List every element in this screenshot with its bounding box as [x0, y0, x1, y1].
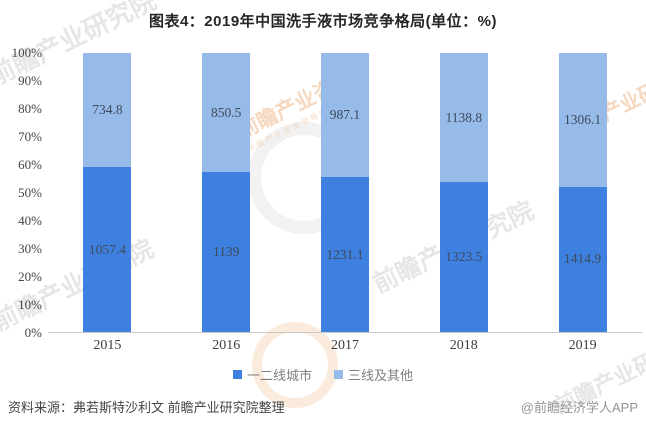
y-tick-label: 20% [18, 269, 42, 284]
x-axis: 2015 2016 2017 2018 2019 [48, 338, 642, 354]
segment-一二线城市: 1323.5 [439, 182, 488, 332]
segment-三线及其他: 734.8 [83, 53, 132, 168]
segment-一二线城市: 1231.1 [320, 177, 369, 332]
stacked-bar-2018: 1138.8 1323.5 [439, 53, 488, 332]
x-tick-label: 2019 [568, 338, 597, 353]
bar-slot: 987.1 1231.1 [286, 53, 405, 332]
y-tick-label: 60% [18, 157, 42, 172]
chart-title: 图表4：2019年中国洗手液市场竞争格局(单位：%) [148, 13, 498, 30]
legend: 一二线城市 三线及其他 [0, 365, 646, 384]
y-tick-label: 0% [24, 325, 42, 340]
segment-value-label: 1306.1 [564, 111, 602, 127]
legend-marker-icon [232, 370, 242, 379]
segment-value-label: 850.5 [211, 104, 242, 120]
segment-value-label: 1414.9 [564, 251, 602, 267]
x-tick-label: 2016 [212, 338, 241, 353]
y-tick-label: 90% [18, 73, 42, 88]
bar-slot: 734.8 1057.4 [48, 53, 167, 332]
bar-slot: 850.5 1139 [167, 53, 286, 332]
segment-value-label: 1057.4 [88, 241, 126, 257]
y-axis: 100% 90% 80% 70% 60% 50% 40% 30% 20% 10% 0% [0, 45, 42, 340]
y-tick-label: 100% [11, 45, 42, 60]
legend-label: 一二线城市 [246, 368, 312, 383]
stacked-bar-2016: 850.5 1139 [202, 53, 251, 332]
bar-slot: 1306.1 1414.9 [523, 53, 642, 332]
segment-三线及其他: 1306.1 [558, 53, 607, 187]
stacked-bar-2017: 987.1 1231.1 [320, 53, 369, 332]
segment-value-label: 734.8 [92, 102, 123, 118]
segment-一二线城市: 1139 [202, 172, 251, 332]
segment-value-label: 1138.8 [445, 109, 483, 125]
legend-label: 三线及其他 [348, 368, 414, 383]
y-tick-label: 50% [18, 185, 42, 200]
stacked-bar-2015: 734.8 1057.4 [83, 53, 132, 332]
bar-slot: 1138.8 1323.5 [404, 53, 523, 332]
credit-note: @前瞻经济学人APP [520, 400, 638, 415]
y-tick-label: 30% [18, 241, 42, 256]
segment-value-label: 1231.1 [326, 246, 364, 262]
segment-三线及其他: 1138.8 [439, 53, 488, 183]
legend-item: 一二线城市 [232, 365, 312, 384]
segment-value-label: 1323.5 [445, 249, 483, 264]
segment-value-label: 987.1 [329, 107, 361, 123]
y-tick-label: 80% [18, 101, 42, 116]
footer: 资料来源：弗若斯特沙利文 前瞻产业研究院整理 @前瞻经济学人APP [8, 397, 638, 416]
stacked-bar-2019: 1306.1 1414.9 [558, 53, 607, 332]
legend-item: 三线及其他 [334, 365, 413, 384]
y-tick-label: 10% [18, 297, 42, 312]
segment-三线及其他: 987.1 [320, 53, 369, 178]
x-tick-label: 2017 [330, 338, 359, 353]
x-tick-label: 2018 [449, 338, 478, 353]
segment-一二线城市: 1414.9 [558, 186, 607, 332]
legend-marker-icon [334, 370, 343, 379]
y-tick-label: 40% [18, 213, 42, 228]
plot-area: 734.8 1057.4 850.5 1139 987.1 1231.1 1138.8 132… [48, 53, 642, 333]
x-tick-label: 2015 [93, 338, 122, 353]
segment-value-label: 1139 [212, 244, 240, 260]
segment-三线及其他: 850.5 [202, 53, 251, 173]
bars-container: 734.8 1057.4 850.5 1139 987.1 1231.1 1138.8 132… [48, 53, 642, 332]
segment-一二线城市: 1057.4 [83, 167, 132, 332]
y-tick-label: 70% [18, 129, 42, 144]
source-note: 资料来源：弗若斯特沙利文 前瞻产业研究院整理 [8, 400, 285, 415]
